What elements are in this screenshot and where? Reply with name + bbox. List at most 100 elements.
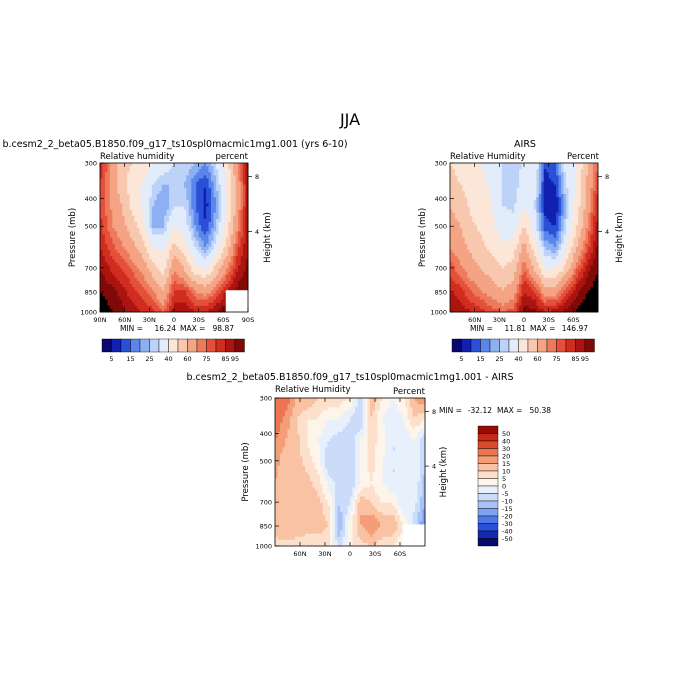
panel-observations-cell — [519, 218, 522, 223]
panel-model-cell — [141, 308, 145, 313]
panel-observations-cell — [573, 231, 577, 235]
panel-model-cell — [188, 302, 192, 307]
panel-observations-cell — [467, 190, 471, 195]
panel-model-cell — [119, 305, 123, 310]
panel-model-cell — [146, 256, 150, 260]
panel-model-cell — [109, 290, 113, 294]
panel-observations-cell — [553, 184, 557, 189]
panel-model-cell — [193, 194, 197, 198]
panel-observations-cell — [467, 249, 471, 254]
panel-model-cell — [176, 262, 180, 266]
panel-model-cell — [211, 253, 214, 257]
panel-observations-cell — [511, 218, 515, 223]
panel-observations-cell — [533, 256, 537, 260]
panel-model-cell — [206, 221, 209, 226]
panel-observations-cell — [489, 163, 493, 167]
panel-model-cell — [159, 290, 163, 294]
panel-observations-cell — [526, 231, 530, 235]
panel-observations-cell — [496, 225, 500, 229]
panel-model-cell — [186, 215, 190, 220]
panel-model-cell — [171, 200, 175, 204]
panel-model-cell — [230, 259, 234, 263]
panel-model-cell — [169, 197, 172, 201]
panel-observations-cell — [459, 228, 463, 232]
panel-model-cell — [132, 225, 135, 229]
panel-observations-cell — [548, 209, 552, 214]
panel-model-cell — [154, 200, 158, 204]
panel-observations-cell — [491, 215, 495, 220]
panel-model-cell — [171, 206, 175, 210]
panel-model-cell — [240, 178, 244, 183]
panel-model-cell — [124, 274, 128, 279]
panel-model-cell — [169, 172, 172, 176]
panel-model-cell — [186, 225, 190, 229]
panel-observations-cell — [524, 237, 527, 241]
panel-observations-cell — [565, 181, 569, 186]
panel-model-cell — [245, 218, 249, 223]
panel-model-cell — [240, 225, 244, 229]
panel-model-cell — [181, 274, 185, 279]
panel-model-cell — [154, 209, 158, 214]
panel-model-cell — [139, 262, 143, 266]
panel-observations-cell — [450, 206, 453, 210]
panel-observations-cell — [514, 190, 517, 195]
panel-model-cell — [171, 169, 175, 173]
panel-observations-cell — [565, 234, 569, 238]
panel-model-cell — [139, 203, 143, 207]
panel-model-cell — [188, 253, 192, 257]
panel-observations-cell — [459, 166, 463, 170]
panel-model-cell — [174, 228, 177, 232]
panel-observations-cell — [558, 209, 562, 214]
panel-observations-cell — [519, 228, 522, 232]
panel-model-cell — [223, 308, 227, 313]
panel-model-cell — [161, 299, 165, 304]
panel-model-cell — [102, 268, 106, 273]
panel-observations-cell — [551, 221, 554, 226]
panel-model-cell — [159, 296, 163, 300]
panel-observations-cell — [568, 237, 572, 241]
panel-model-cell — [220, 215, 224, 220]
panel-model-cell — [230, 169, 234, 173]
panel-model-y-tick-label: 300 — [85, 160, 97, 168]
panel-observations-cell — [457, 206, 461, 210]
panel-observations-cell — [570, 181, 574, 186]
panel-observations-cell — [457, 209, 461, 214]
panel-model-cell — [137, 246, 140, 251]
panel-model-cell — [201, 243, 204, 248]
panel-observations-cell — [570, 206, 574, 210]
panel-model-cell — [218, 200, 222, 204]
panel-observations-cell — [561, 240, 564, 245]
panel-observations-cell — [538, 166, 542, 170]
panel-model-cell — [238, 200, 241, 204]
panel-model-cell — [201, 228, 204, 232]
panel-observations-cell — [558, 231, 562, 235]
panel-observations-cell — [454, 187, 458, 192]
panel-model-cell — [134, 290, 138, 294]
colorbar-swatch — [206, 338, 217, 353]
panel-model-cell — [206, 166, 209, 170]
panel-model-cell — [154, 218, 158, 223]
panel-model-cell — [112, 212, 116, 217]
panel-model-cell — [228, 187, 232, 192]
panel-observations-cell — [462, 172, 466, 176]
panel-observations-cell — [565, 215, 569, 220]
panel-model-cell — [176, 218, 180, 223]
panel-observations-cell — [494, 225, 498, 229]
panel-observations-cell — [580, 246, 584, 251]
panel-observations-cell — [546, 163, 550, 167]
panel-model-cell — [146, 169, 150, 173]
panel-model-cell — [159, 299, 163, 304]
panel-observations-cell — [467, 175, 471, 179]
panel-observations-cell — [553, 187, 557, 192]
panel-model-cell — [186, 203, 190, 207]
panel-observations-cell — [516, 265, 520, 269]
panel-model-cell — [218, 218, 222, 223]
panel-observations-cell — [521, 256, 525, 260]
panel-observations-cell — [514, 181, 517, 186]
panel-model-cell — [169, 212, 172, 217]
panel-model-cell — [220, 240, 224, 245]
panel-observations-cell — [509, 253, 513, 257]
panel-model-cell — [225, 271, 229, 276]
panel-model-cell — [235, 197, 239, 201]
panel-observations-cell — [568, 259, 572, 263]
